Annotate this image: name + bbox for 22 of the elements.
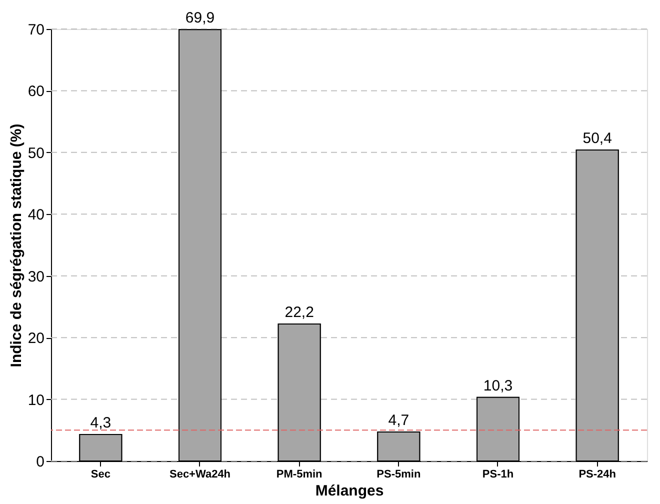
y-tick-label: 20 (28, 330, 44, 348)
data-label: 4,7 (388, 412, 410, 429)
y-tick-label: 70 (28, 22, 44, 38)
data-label: 69,9 (185, 10, 215, 27)
x-tick-label: PS-24h (578, 468, 616, 480)
data-label: 10,3 (483, 377, 513, 394)
y-tick-label: 0 (36, 454, 44, 470)
y-tick-label: 60 (28, 83, 44, 100)
x-tick-label: PS-5min (376, 468, 421, 480)
x-tick-label: PS-1h (482, 468, 514, 480)
y-tick-label: 50 (28, 144, 44, 162)
data-label: 50,4 (582, 130, 612, 147)
data-label: 4,3 (90, 414, 112, 432)
y-tick-label: 30 (28, 268, 44, 286)
x-tick-label: PM-5min (276, 468, 323, 480)
y-tick-label: 10 (28, 392, 44, 409)
x-axis-title: Mélanges (315, 482, 384, 500)
x-tick-label: Sec+Wa24h (169, 468, 231, 480)
y-tick-label: 40 (28, 206, 44, 224)
x-tick-label: Sec (90, 468, 110, 480)
data-label: 22,2 (284, 304, 314, 321)
y-axis-title: Indice de ségrégation statique (%) (8, 124, 25, 368)
